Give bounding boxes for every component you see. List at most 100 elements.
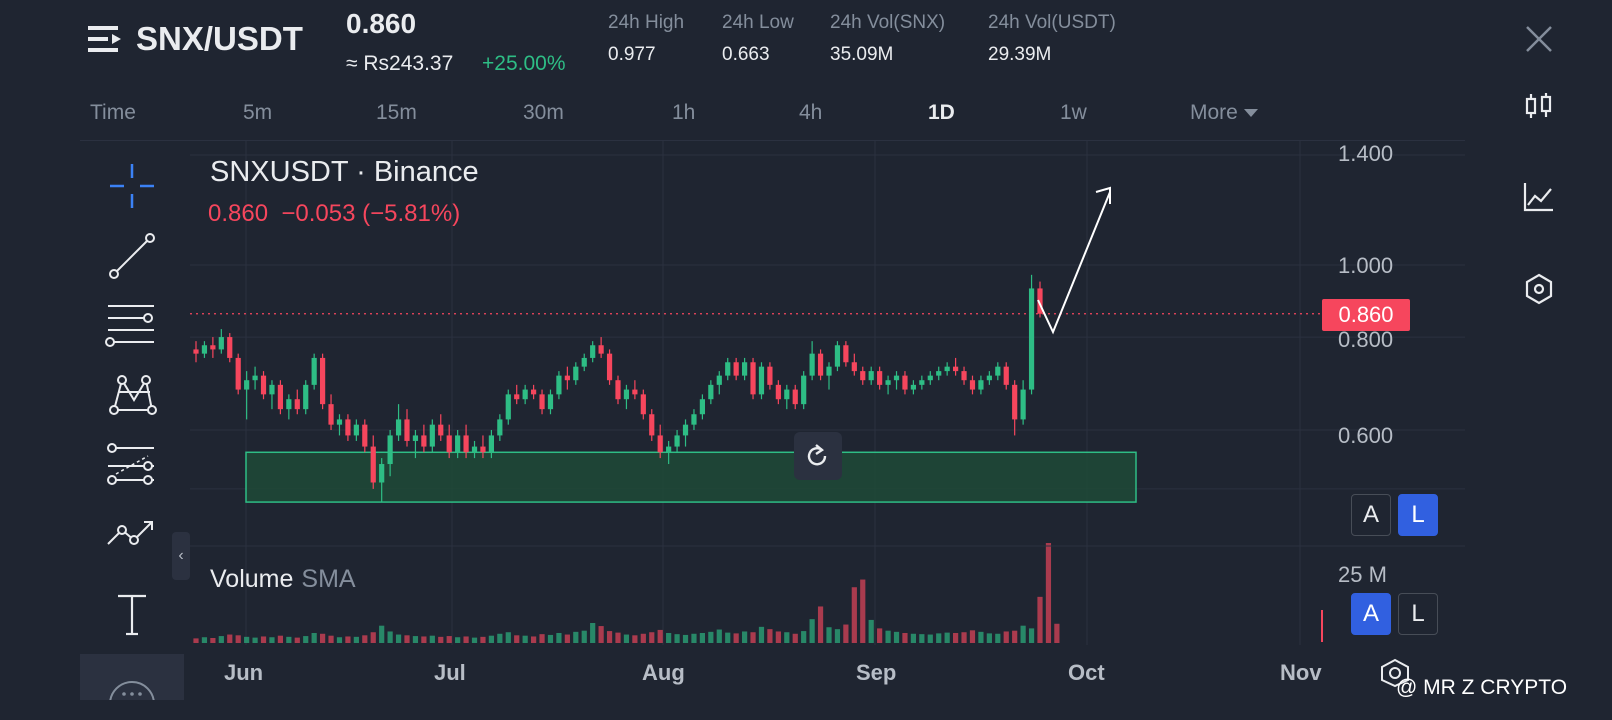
log-scale-button[interactable]: L (1398, 494, 1438, 536)
candle-body (927, 375, 933, 381)
candle-body (666, 446, 672, 453)
candle-body (505, 394, 511, 420)
candle-body (615, 380, 621, 400)
volume-bar (708, 631, 714, 643)
candle-body (353, 424, 359, 436)
menu-icon[interactable] (88, 24, 122, 54)
candle-body (446, 435, 452, 453)
candle-body (978, 380, 984, 390)
volume-bar (404, 635, 410, 643)
volume-bar (885, 630, 891, 643)
y-axis-label: 1.000 (1338, 253, 1394, 278)
auto-scale-button[interactable]: A (1351, 494, 1391, 536)
tab-time[interactable]: Time (90, 101, 136, 124)
volume-bar (556, 633, 562, 643)
y-axis-label: 0.800 (1338, 327, 1394, 352)
volume-bar (716, 629, 722, 643)
fib-retracement-icon[interactable] (104, 300, 160, 352)
candle-body (395, 419, 402, 436)
volume-bar (826, 627, 832, 643)
timeframe-divider (80, 140, 1465, 141)
x-axis-label: Aug (642, 660, 685, 685)
volume-legend: Volume SMA (210, 565, 356, 594)
tab-4h[interactable]: 4h (799, 101, 823, 124)
projection-arrow (1037, 191, 1111, 335)
candle-body (1028, 288, 1035, 390)
volume-bar (210, 638, 216, 643)
candle-body (311, 357, 317, 385)
volume-series (193, 543, 1060, 643)
pattern-icon[interactable] (104, 370, 160, 422)
indicators-icon[interactable] (1522, 180, 1556, 214)
text-icon[interactable] (104, 590, 160, 642)
close-icon[interactable] (1524, 24, 1554, 54)
candle-body (370, 446, 376, 483)
candle-body (649, 414, 655, 436)
settings-hex-icon[interactable] (1522, 272, 1556, 306)
toolbar-collapse-handle[interactable]: ‹ (172, 532, 190, 580)
candle-body (775, 384, 781, 400)
candle-body (885, 380, 891, 385)
volume-bar (834, 629, 841, 643)
volume-bar (792, 633, 798, 643)
candle-body (674, 435, 680, 447)
candle-body (1020, 389, 1026, 420)
volume-bar (725, 632, 731, 643)
volume-bar (379, 625, 385, 643)
volume-bar (598, 626, 604, 643)
tab-30m[interactable]: 30m (523, 101, 564, 124)
candle-body (201, 345, 208, 354)
forecast-icon[interactable] (104, 440, 160, 492)
toolbar-more-panel[interactable] (80, 654, 184, 720)
polyline-icon[interactable] (104, 510, 160, 562)
stat-24h-vol-snx-label: 24h Vol(SNX) (830, 12, 946, 33)
candle-body (412, 435, 419, 441)
volume-bar (961, 632, 967, 643)
candle-body (851, 362, 857, 372)
volume-auto-scale-button[interactable]: A (1351, 593, 1391, 635)
trading-pair-title[interactable]: SNX/USDT (136, 20, 303, 57)
volume-bar (286, 636, 292, 643)
candle-body (742, 362, 748, 376)
tab-15m[interactable]: 15m (376, 101, 417, 124)
candle-body (277, 384, 283, 410)
volume-bar (674, 634, 680, 643)
trendline-icon[interactable] (104, 230, 160, 282)
volume-bar (775, 631, 781, 643)
candle-body (471, 446, 478, 453)
volume-bar (1054, 623, 1060, 643)
candle-body (387, 435, 393, 465)
candle-body (969, 380, 976, 390)
tab-1h[interactable]: 1h (672, 101, 696, 124)
candle-body (522, 389, 528, 400)
tab-1w[interactable]: 1w (1060, 101, 1087, 124)
current-price-tag: 0.860 (1322, 299, 1410, 331)
y-axis-label: 1.400 (1338, 141, 1394, 166)
candle-body (260, 375, 267, 395)
volume-bar (1003, 631, 1009, 643)
tab-more-label: More (1190, 101, 1238, 124)
candle-body (792, 389, 798, 405)
candle-body (708, 384, 714, 400)
candlestick-icon[interactable] (1522, 90, 1556, 124)
x-axis-label: Oct (1068, 660, 1105, 685)
tab-5m[interactable]: 5m (243, 101, 273, 124)
support-zone-rectangle (245, 451, 1137, 503)
candlestick-series (193, 274, 1043, 503)
volume-bar (539, 634, 545, 643)
candle-body (480, 446, 486, 453)
volume-bar (801, 631, 807, 643)
tab-1d[interactable]: 1D (928, 101, 955, 124)
volume-bar (362, 635, 368, 643)
volume-bar (581, 630, 587, 643)
candle-body (573, 366, 579, 381)
volume-bar (421, 636, 427, 643)
candle-body (193, 349, 199, 354)
volume-log-scale-button[interactable]: L (1398, 593, 1438, 635)
tab-more[interactable]: More (1190, 101, 1258, 125)
reset-chart-button[interactable] (794, 432, 842, 480)
local-currency-price: ≈ Rs243.37 (346, 52, 454, 75)
crosshair-icon[interactable] (104, 160, 160, 212)
volume-bar (682, 634, 689, 643)
